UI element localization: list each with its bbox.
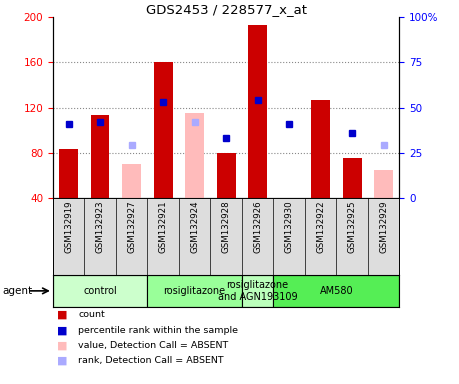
Bar	[242, 275, 273, 307]
Bar	[147, 275, 242, 307]
Text: ■: ■	[57, 356, 68, 366]
Bar	[311, 99, 330, 198]
Text: ■: ■	[57, 310, 68, 320]
Bar	[122, 164, 141, 198]
Bar	[248, 25, 267, 198]
Text: ■: ■	[57, 325, 68, 335]
Text: GSM132922: GSM132922	[316, 200, 325, 253]
Text: GSM132927: GSM132927	[127, 200, 136, 253]
Text: GSM132926: GSM132926	[253, 200, 262, 253]
Text: AM580: AM580	[319, 286, 353, 296]
Text: rank, Detection Call = ABSENT: rank, Detection Call = ABSENT	[78, 356, 224, 366]
Bar	[273, 275, 399, 307]
Text: ■: ■	[57, 341, 68, 351]
Bar	[374, 170, 393, 198]
Bar	[90, 116, 110, 198]
Text: count: count	[78, 310, 105, 319]
Bar	[59, 149, 78, 198]
Text: value, Detection Call = ABSENT: value, Detection Call = ABSENT	[78, 341, 228, 350]
Text: percentile rank within the sample: percentile rank within the sample	[78, 326, 238, 335]
Bar	[342, 158, 362, 198]
Text: GSM132924: GSM132924	[190, 200, 199, 253]
Text: GSM132921: GSM132921	[158, 200, 168, 253]
Text: GSM132929: GSM132929	[379, 200, 388, 253]
Title: GDS2453 / 228577_x_at: GDS2453 / 228577_x_at	[146, 3, 307, 16]
Bar	[53, 275, 147, 307]
Text: rosiglitazone: rosiglitazone	[163, 286, 226, 296]
Text: GSM132928: GSM132928	[222, 200, 230, 253]
Text: GSM132930: GSM132930	[285, 200, 294, 253]
Bar	[217, 152, 235, 198]
Text: GSM132923: GSM132923	[95, 200, 105, 253]
Text: agent: agent	[2, 286, 33, 296]
Text: control: control	[83, 286, 117, 296]
Bar	[185, 113, 204, 198]
Bar	[154, 62, 173, 198]
Text: GSM132919: GSM132919	[64, 200, 73, 253]
Text: GSM132925: GSM132925	[347, 200, 357, 253]
Text: rosiglitazone
and AGN193109: rosiglitazone and AGN193109	[218, 280, 297, 302]
